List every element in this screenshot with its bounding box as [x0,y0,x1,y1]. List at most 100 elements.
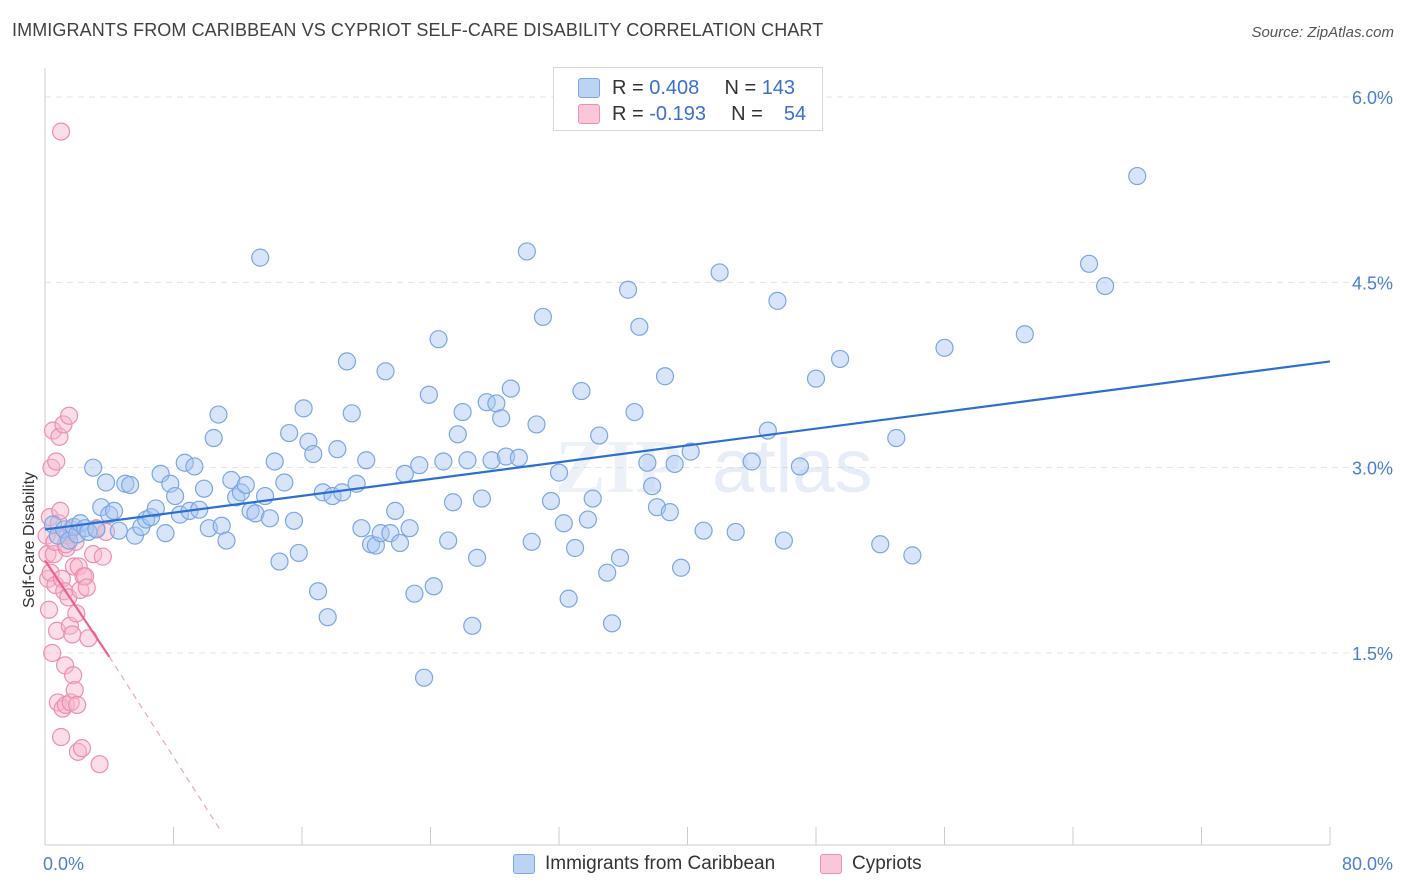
legend-label-caribbean: Immigrants from Caribbean [545,853,776,874]
y-tick-labels: 1.5% 3.0% 4.5% 6.0% [1352,88,1393,664]
caribbean-point [572,381,591,401]
cypriots-point [64,666,83,685]
caribbean-point [501,379,520,398]
x-tick-label: 0.0% [43,854,84,874]
caribbean-point [109,521,128,540]
caribbean-point [414,668,434,687]
caribbean-point [265,452,284,471]
caribbean-point [275,473,294,492]
caribbean-point [194,479,214,498]
caribbean-point [643,477,662,496]
caribbean-point [260,509,279,528]
caribbean-point [768,291,787,310]
caribbean-point [463,616,482,635]
trend-lines [44,360,1331,833]
caribbean-point [655,367,675,386]
caribbean-point [458,451,477,470]
caribbean-point [352,519,371,538]
cypriots-point [43,643,62,663]
caribbean-point [549,463,569,482]
caribbean-point [280,423,299,443]
r-value: -0.193 [649,103,706,125]
caribbean-point [554,514,573,533]
caribbean-point [671,558,691,577]
watermark: ZIP atlas [555,424,873,509]
caribbean-point [357,451,376,470]
cypriots-point [79,629,98,648]
caribbean-point [871,535,890,554]
cypriots-legend-swatch [820,854,842,874]
cypriots-point [67,604,86,623]
caribbean-point [289,543,308,563]
caribbean-point [1079,254,1099,273]
cypriots-point [42,458,61,477]
caribbean-point [448,425,467,444]
y-tick-label: 6.0% [1352,88,1393,108]
caribbean-point [618,280,638,299]
watermark-zip: ZIP [555,425,682,509]
y-tick-label: 1.5% [1352,644,1393,664]
caribbean-point [694,521,713,540]
caribbean-point [1096,276,1115,296]
cypriots-point [54,415,73,434]
caribbean-point [602,614,622,633]
caribbean-point [496,447,516,466]
caribbean-point [565,538,585,558]
caribbean-point [453,402,472,422]
caribbean-point [439,531,458,550]
caribbean-point [337,352,357,371]
cypriots-swatch [578,104,600,124]
caribbean-points [43,166,1147,687]
r-label: R = [612,103,644,125]
caribbean-point [509,448,528,467]
caribbean-point [376,362,395,381]
caribbean-point [598,563,617,582]
caribbean-point [405,584,424,603]
source-label: Source: ZipAtlas.com [1251,24,1394,41]
cypriots-point [59,406,79,425]
cypriots-point [39,600,59,619]
caribbean-point [381,524,400,543]
caribbean-point [294,399,313,418]
cypriots-point [51,727,71,747]
caribbean-point [434,452,453,471]
caribbean-point [204,428,223,448]
caribbean-point [467,548,487,567]
cypriots-point [51,122,71,141]
cypriots-point [93,547,112,566]
caribbean-point [710,263,729,282]
caribbean-point [166,486,185,506]
caribbean-point [270,552,289,571]
caribbean-point [638,453,657,472]
axes [44,68,1331,846]
caribbean-point [328,440,347,459]
cypriots-points [37,122,116,774]
caribbean-point [559,589,578,608]
x-tick-labels: 0.0% 80.0% [43,854,1393,874]
caribbean-point [308,582,328,601]
cypriots-point [68,695,87,714]
caribbean-point [472,489,491,508]
caribbean-point [87,520,106,539]
caribbean-point [522,532,541,551]
caribbean-point [742,452,761,471]
caribbean-point [517,242,536,261]
caribbean-point [104,501,124,521]
caribbean-point [726,522,745,542]
n-label: N = [731,103,763,125]
caribbean-point [304,444,323,464]
caribbean-point [222,470,241,490]
caribbean-point [806,369,826,388]
caribbean-point [903,546,922,565]
caribbean-point [246,504,265,523]
cypriots-trend-line-extension [108,656,223,833]
caribbean-point [665,454,684,474]
caribbean-point [492,409,511,428]
caribbean-point [84,458,103,477]
caribbean-point [583,489,602,508]
caribbean-point [527,415,546,434]
caribbean-point [251,248,270,267]
n-label: N = [724,77,757,99]
y-tick-label: 3.0% [1352,459,1393,479]
caribbean-point [390,533,410,553]
